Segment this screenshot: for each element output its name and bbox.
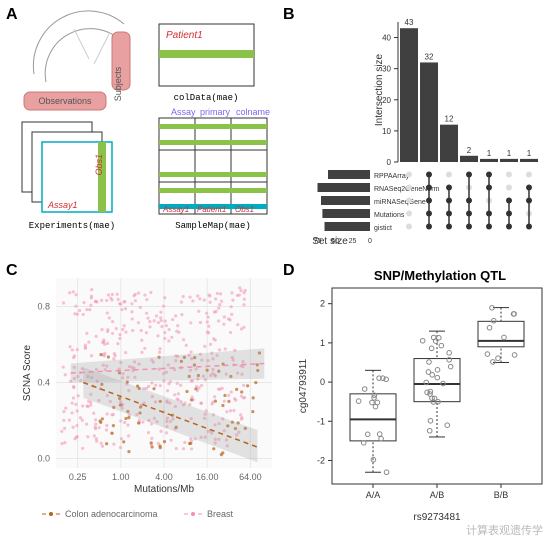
d-xlabel: rs9273481 [413,512,461,523]
svg-text:25: 25 [349,238,357,245]
svg-text:miRNASeqGene: miRNASeqGene [374,199,426,206]
svg-text:64.00: 64.00 [239,472,262,482]
svg-text:B/B: B/B [494,490,509,500]
obs1-label: Obs1 [94,154,104,176]
svg-text:1: 1 [487,149,492,158]
svg-text:4.00: 4.00 [155,472,173,482]
samplemap-grid: Assay primary colname Assay1 Patient1 Ob… [159,107,270,214]
coldata-label: colData(mae) [174,93,239,103]
svg-text:0: 0 [368,238,372,245]
experiments-label: Experiments(mae) [29,221,115,231]
svg-text:12: 12 [445,115,454,124]
svg-text:-1: -1 [317,416,325,426]
svg-text:30: 30 [382,65,391,74]
svg-text:2: 2 [320,299,325,309]
svg-text:1: 1 [507,149,512,158]
observations-label: Observations [38,96,92,106]
svg-text:0.8: 0.8 [37,302,50,312]
svg-text:1: 1 [320,338,325,348]
svg-text:A/B: A/B [430,490,445,500]
experiments-stack: Obs1 Assay1 [22,122,112,212]
c-ylabel: SCNA Score [22,344,33,401]
assay-col: Assay [171,107,196,117]
assay1-label-left: Assay1 [47,200,78,210]
panel-c-svg: 0.25 1.00 4.00 16.00 64.00 0.0 0.4 0.8 SCNA Sco… [12,270,282,540]
svg-text:gistict: gistict [374,225,392,232]
legend-breast: Breast [207,509,234,519]
primary-col: primary [200,107,231,117]
watermark: 计算表观遗传学 [466,522,543,538]
colname-col: colname [236,107,270,117]
samplemap-label: SampleMap(mae) [175,221,251,231]
subjects-label: Subjects [113,66,123,101]
svg-text:Mutations: Mutations [374,212,405,219]
c-xlabel: Mutations/Mb [134,484,194,495]
assay1-sm: Assay1 [162,205,189,214]
svg-text:1: 1 [527,149,532,158]
panel-b: Intersection size 010203040 4332122111 R… [288,10,546,260]
svg-text:-2: -2 [317,455,325,465]
obs1-sm: Obs1 [235,205,254,214]
d-ylabel: cg04793911 [298,358,309,413]
svg-text:43: 43 [405,18,414,27]
panel-a: Subjects Observations Patient1 colData(m… [14,14,274,254]
svg-text:2: 2 [467,146,472,155]
panel-d-svg: SNP/Methylation QTL -2 -1 0 1 2 A/A A/B B/B cg… [290,266,548,542]
svg-text:0: 0 [320,377,325,387]
patient1-label: Patient1 [166,30,203,41]
svg-text:32: 32 [425,52,434,61]
panel-a-svg: Subjects Observations Patient1 colData(m… [14,14,274,254]
d-title: SNP/Methylation QTL [374,268,506,283]
panel-b-svg: Intersection size 010203040 4332122111 R… [288,10,546,260]
panel-d: SNP/Methylation QTL -2 -1 0 1 2 A/A A/B B/B cg… [290,266,548,542]
svg-text:0: 0 [387,158,392,167]
svg-text:0.4: 0.4 [37,378,50,388]
svg-text:0.25: 0.25 [69,472,87,482]
legend-colon: Colon adenocarcinoma [65,509,158,519]
svg-text:RPPAArray: RPPAArray [374,173,410,180]
svg-text:0.0: 0.0 [37,454,50,464]
svg-text:20: 20 [382,96,391,105]
svg-text:10: 10 [382,127,391,136]
svg-text:40: 40 [382,34,391,43]
svg-text:1.00: 1.00 [112,472,130,482]
svg-text:A/A: A/A [366,490,381,500]
patient1-sm: Patient1 [197,205,226,214]
panel-c: 0.25 1.00 4.00 16.00 64.00 0.0 0.4 0.8 SCNA Sco… [12,270,282,540]
b-xlabel: Set size [312,236,348,247]
svg-text:16.00: 16.00 [196,472,219,482]
